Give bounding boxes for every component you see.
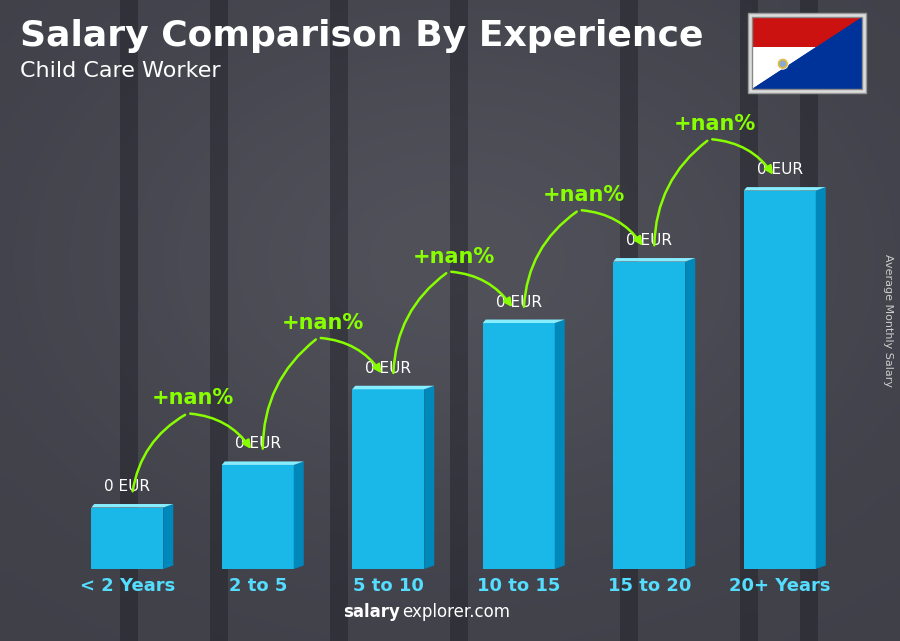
Polygon shape <box>752 17 862 44</box>
Text: 20+ Years: 20+ Years <box>729 577 831 595</box>
Text: < 2 Years: < 2 Years <box>79 577 175 595</box>
Text: 10 to 15: 10 to 15 <box>477 577 561 595</box>
Bar <box>210 0 228 641</box>
Polygon shape <box>743 187 826 190</box>
Text: Child Care Worker: Child Care Worker <box>20 61 220 81</box>
Polygon shape <box>752 17 862 89</box>
FancyBboxPatch shape <box>748 13 866 93</box>
Text: 2 to 5: 2 to 5 <box>229 577 287 595</box>
Text: 0 EUR: 0 EUR <box>104 479 150 494</box>
Bar <box>752 17 862 47</box>
Polygon shape <box>613 258 695 262</box>
Bar <box>482 323 554 569</box>
Bar <box>330 0 348 641</box>
Circle shape <box>778 58 788 69</box>
Text: +nan%: +nan% <box>673 114 756 134</box>
Polygon shape <box>752 17 862 89</box>
Bar <box>800 0 818 641</box>
Bar <box>613 262 685 569</box>
Bar <box>91 508 163 569</box>
Text: 0 EUR: 0 EUR <box>235 437 281 451</box>
Circle shape <box>779 60 786 67</box>
Text: Salary Comparison By Experience: Salary Comparison By Experience <box>20 19 704 53</box>
Text: +nan%: +nan% <box>412 247 495 267</box>
Bar <box>752 17 862 89</box>
Text: +nan%: +nan% <box>151 388 234 408</box>
Polygon shape <box>685 258 695 569</box>
Polygon shape <box>482 320 565 323</box>
Bar <box>752 17 862 89</box>
Polygon shape <box>352 386 434 389</box>
Bar <box>740 0 758 641</box>
Bar <box>743 190 815 569</box>
Polygon shape <box>221 462 304 465</box>
Text: 5 to 10: 5 to 10 <box>353 577 424 595</box>
Polygon shape <box>424 386 434 569</box>
Text: +nan%: +nan% <box>282 313 364 333</box>
Bar <box>120 0 138 641</box>
Text: Average Monthly Salary: Average Monthly Salary <box>883 254 893 388</box>
Bar <box>352 389 424 569</box>
Bar <box>620 0 638 641</box>
Polygon shape <box>163 504 173 569</box>
Text: 0 EUR: 0 EUR <box>626 233 672 248</box>
Polygon shape <box>554 320 565 569</box>
Text: 0 EUR: 0 EUR <box>496 295 542 310</box>
Polygon shape <box>752 17 862 89</box>
Polygon shape <box>293 462 304 569</box>
Bar <box>450 0 468 641</box>
Text: salary: salary <box>343 603 400 621</box>
Text: 0 EUR: 0 EUR <box>365 361 411 376</box>
Text: 0 EUR: 0 EUR <box>757 162 803 177</box>
Text: 15 to 20: 15 to 20 <box>608 577 691 595</box>
Polygon shape <box>752 17 862 89</box>
Polygon shape <box>815 187 826 569</box>
Bar <box>221 465 293 569</box>
Polygon shape <box>91 504 173 508</box>
Text: +nan%: +nan% <box>543 185 625 205</box>
Text: explorer.com: explorer.com <box>402 603 510 621</box>
